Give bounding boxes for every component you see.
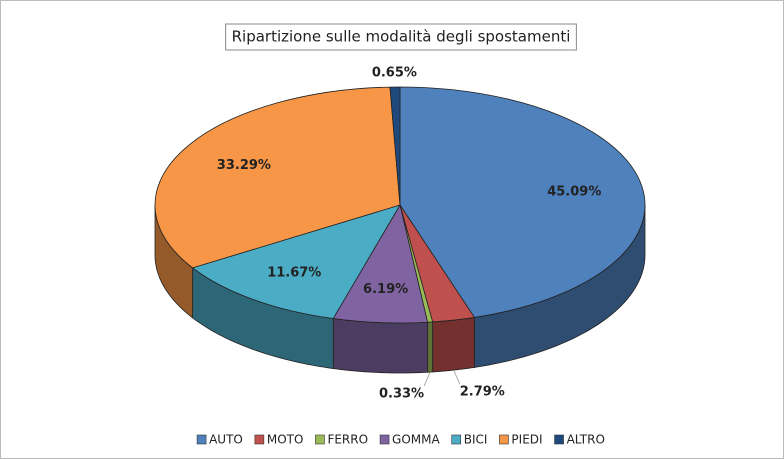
legend-marker <box>554 434 564 445</box>
legend-marker <box>451 434 462 445</box>
legend-marker <box>254 434 265 445</box>
slice-side <box>432 316 475 373</box>
data-label: 0.33% <box>379 387 424 402</box>
slice <box>154 86 401 269</box>
legend-label: FERRO <box>327 433 368 447</box>
data-label: 33.29% <box>217 158 271 173</box>
slice-side <box>427 321 434 373</box>
data-label: 11.67% <box>267 266 321 281</box>
data-label: 45.09% <box>547 184 601 199</box>
legend-label: ALTRO <box>567 433 605 447</box>
data-label: 6.19% <box>363 282 408 297</box>
slice <box>389 86 401 206</box>
legend-marker <box>499 434 509 445</box>
legend-label: PIEDI <box>511 433 542 447</box>
legend-marker <box>315 434 325 445</box>
legend-label: MOTO <box>267 433 304 447</box>
legend-marker <box>379 434 390 445</box>
slice <box>191 204 401 319</box>
data-label: 0.65% <box>372 65 417 80</box>
data-label: 2.79% <box>460 385 505 400</box>
legend-label: BICI <box>464 433 488 447</box>
legend-label: AUTO <box>209 433 243 447</box>
title-box <box>225 23 577 51</box>
chart-title: Ripartizione sulle modalità degli sposta… <box>232 28 571 46</box>
slice <box>399 86 646 318</box>
leader-line <box>453 369 461 385</box>
legend-label: GOMMA <box>392 433 440 447</box>
legend-marker <box>196 434 207 445</box>
slice-side <box>332 318 428 374</box>
leader-line <box>423 371 431 387</box>
